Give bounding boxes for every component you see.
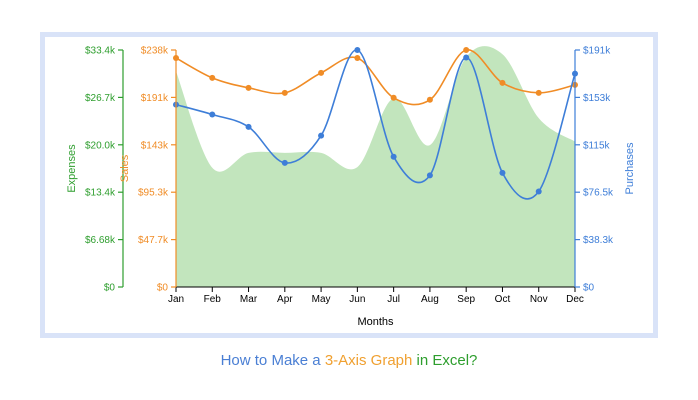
expenses-tick-label: $26.7k (85, 93, 116, 104)
x-axis-title: Months (357, 316, 394, 328)
sales-point-jun (354, 54, 361, 61)
purchases-tick-label: $191k (583, 46, 611, 57)
expenses-tick-label: $33.4k (85, 46, 116, 57)
x-tick-label-feb: Feb (204, 294, 222, 305)
chart-frame: Jan Feb Mar Apr May Jun Jul Aug Sep Oct Nov Dec Mont… (40, 32, 658, 338)
x-tick-label-aug: Aug (421, 294, 439, 305)
x-tick-label-may: May (312, 294, 331, 305)
sales-point-apr (281, 89, 288, 96)
caption-part-1: How to Make a (220, 352, 325, 369)
purchases-tick-label: $0 (583, 283, 595, 294)
sales-tick-label: $95.3k (138, 188, 169, 199)
purchases-point-apr (281, 159, 288, 166)
purchases-point-may (318, 132, 325, 139)
purchases-point-sep (463, 54, 470, 61)
purchases-point-feb (209, 111, 216, 118)
sales-point-jul (390, 94, 397, 101)
purchases-tick-label: $115k (583, 140, 611, 151)
sales-point-sep (463, 47, 470, 53)
purchases-point-oct (499, 169, 506, 176)
x-tick-label-dec: Dec (566, 294, 584, 305)
purchases-axis-title: Purchases (624, 142, 636, 194)
sales-axis-title: Sales (119, 154, 131, 182)
expenses-area (176, 46, 575, 287)
purchases-tick-label: $38.3k (583, 235, 614, 246)
sales-tick-label: $143k (141, 140, 169, 151)
expenses-tick-label: $0 (104, 283, 116, 294)
sales-point-mar (245, 84, 252, 91)
caption-part-2: 3-Axis Graph (324, 352, 413, 369)
x-tick-label-sep: Sep (457, 294, 475, 305)
purchases-point-mar (245, 123, 252, 130)
purchases-point-aug (426, 172, 433, 179)
expenses-axis-title: Expenses (66, 144, 78, 193)
x-tick-label-jul: Jul (387, 294, 400, 305)
sales-point-oct (499, 79, 506, 86)
x-tick-label-oct: Oct (495, 294, 511, 305)
sales-point-feb (209, 74, 216, 81)
x-tick-label-jun: Jun (349, 294, 365, 305)
x-tick-label-apr: Apr (277, 294, 293, 305)
sales-tick-label: $238k (141, 46, 169, 57)
purchases-tick-label: $76.5k (583, 188, 614, 199)
purchases-point-jul (390, 153, 397, 160)
sales-point-aug (426, 96, 433, 103)
purchases-point-nov (535, 188, 542, 195)
sales-tick-label: $0 (157, 283, 169, 294)
purchases-tick-label: $153k (583, 93, 611, 104)
expenses-tick-label: $20.0k (85, 140, 116, 151)
sales-tick-label: $191k (141, 93, 169, 104)
expenses-tick-label: $6.68k (85, 235, 116, 246)
x-tick-label-nov: Nov (530, 294, 548, 305)
caption-part-3: in Excel? (412, 352, 478, 369)
purchases-point-jun (354, 47, 361, 53)
expenses-tick-label: $13.4k (85, 188, 116, 199)
x-tick-label-jan: Jan (168, 294, 184, 305)
sales-tick-label: $47.7k (138, 235, 169, 246)
caption: How to Make a 3-Axis Graph in Excel? (0, 352, 698, 369)
x-tick-label-mar: Mar (240, 294, 258, 305)
sales-point-nov (535, 89, 542, 96)
sales-point-may (318, 69, 325, 76)
three-axis-chart: Jan Feb Mar Apr May Jun Jul Aug Sep Oct Nov Dec Mont… (66, 46, 636, 329)
